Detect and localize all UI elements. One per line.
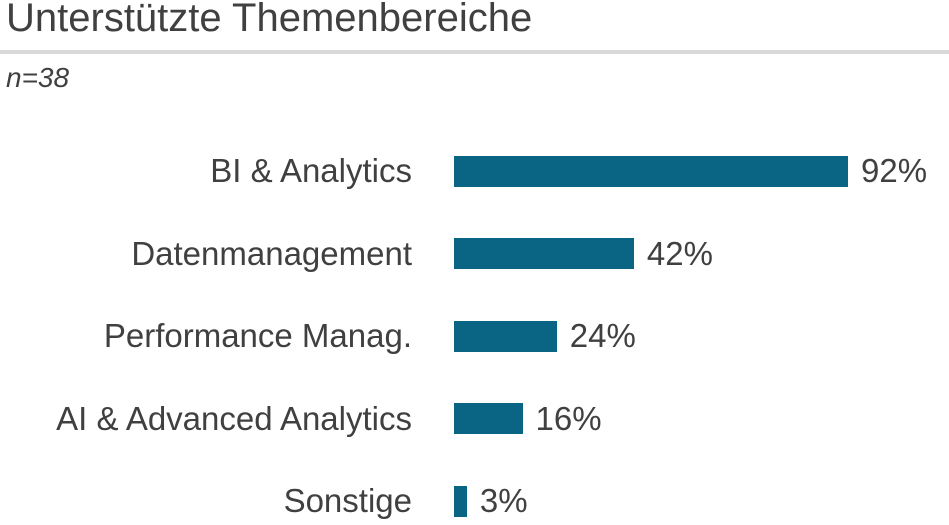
- value-label: 3%: [479, 482, 528, 520]
- bar-row: BI & Analytics 92%: [0, 130, 949, 213]
- bar: [454, 485, 467, 517]
- sample-size-label: n=38: [6, 62, 70, 93]
- chart-title: Unterstützte Themenbereiche: [6, 0, 533, 40]
- value-label: 16%: [535, 399, 602, 437]
- category-label: AI & Advanced Analytics: [56, 399, 412, 437]
- category-label: Performance Manag.: [103, 317, 412, 355]
- bar-row: Datenmanagement 42%: [0, 213, 949, 296]
- bar: [454, 403, 523, 435]
- bar-row: AI & Advanced Analytics 16%: [0, 378, 949, 461]
- category-label: BI & Analytics: [210, 152, 412, 190]
- value-label: 92%: [861, 152, 928, 190]
- title-divider: [0, 50, 949, 54]
- category-label: Datenmanagement: [131, 234, 412, 272]
- bar-row: Performance Manag. 24%: [0, 295, 949, 378]
- value-label: 42%: [646, 234, 713, 272]
- bar: [454, 320, 557, 352]
- bar: [454, 238, 634, 270]
- value-label: 24%: [569, 317, 636, 355]
- bar-chart: BI & Analytics 92% Datenmanagement 42% Perfo…: [0, 130, 949, 525]
- bar: [454, 155, 849, 187]
- category-label: Sonstige: [283, 482, 412, 520]
- bar-row: Sonstige 3%: [0, 460, 949, 525]
